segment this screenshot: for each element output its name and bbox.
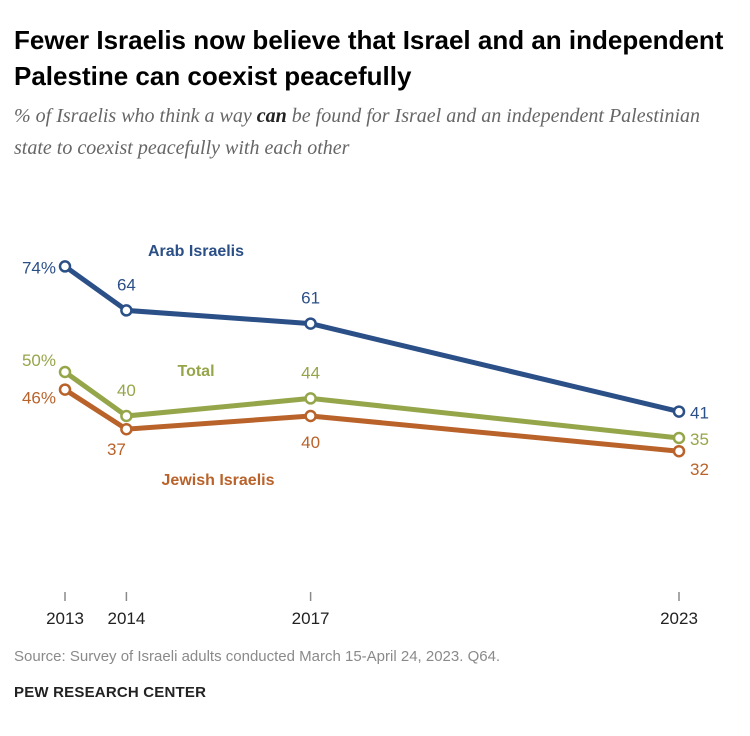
data-point bbox=[304, 409, 317, 423]
series-label: Arab Israelis bbox=[148, 243, 244, 260]
data-point bbox=[120, 304, 133, 317]
source-note: Source: Survey of Israeli adults conduct… bbox=[14, 648, 501, 665]
data-label: 40 bbox=[117, 381, 136, 400]
data-label: 50% bbox=[22, 351, 56, 370]
data-point bbox=[672, 431, 686, 445]
x-tick-label: 2023 bbox=[660, 609, 698, 628]
x-tick-label: 2014 bbox=[107, 609, 145, 628]
data-label: 32 bbox=[690, 460, 709, 479]
data-point bbox=[304, 392, 317, 405]
line-chart: 2013 2014 2017 2023 46% 37 40 32 Jewish Israelis… bbox=[22, 243, 709, 628]
subtitle-text-end: be found for Israel and an independent P… bbox=[14, 105, 701, 159]
series-line bbox=[62, 263, 682, 415]
chart-subtitle: % of Israelis who think a way can be fou… bbox=[14, 100, 734, 164]
data-label: 64 bbox=[117, 275, 136, 294]
data-point bbox=[120, 422, 133, 436]
x-tick-label: 2017 bbox=[292, 609, 330, 628]
data-label: 44 bbox=[301, 363, 320, 382]
data-point bbox=[58, 260, 72, 273]
series-label: Total bbox=[177, 363, 214, 380]
subtitle-emphasis: can bbox=[256, 105, 287, 127]
x-tick-label: 2013 bbox=[46, 609, 84, 628]
data-label: 41 bbox=[690, 404, 709, 423]
subtitle-text-start: % of Israelis who think a way bbox=[14, 105, 257, 127]
data-label: 61 bbox=[301, 289, 320, 308]
series-line bbox=[62, 369, 682, 441]
data-point bbox=[120, 409, 133, 423]
data-label: 40 bbox=[301, 433, 320, 452]
data-label: 46% bbox=[22, 389, 56, 408]
data-label: 37 bbox=[107, 440, 126, 459]
data-point bbox=[672, 405, 686, 418]
data-point bbox=[304, 317, 317, 330]
data-point bbox=[58, 365, 72, 379]
series-line bbox=[62, 387, 682, 454]
data-point bbox=[672, 444, 686, 458]
series-label: Jewish Israelis bbox=[162, 472, 275, 489]
data-label: 74% bbox=[22, 258, 56, 277]
brand-logo-text: PEW RESEARCH CENTER bbox=[14, 684, 207, 701]
data-point bbox=[58, 383, 72, 396]
chart-title: Fewer Israelis now believe that Israel a… bbox=[14, 25, 724, 91]
data-label: 35 bbox=[690, 430, 709, 449]
